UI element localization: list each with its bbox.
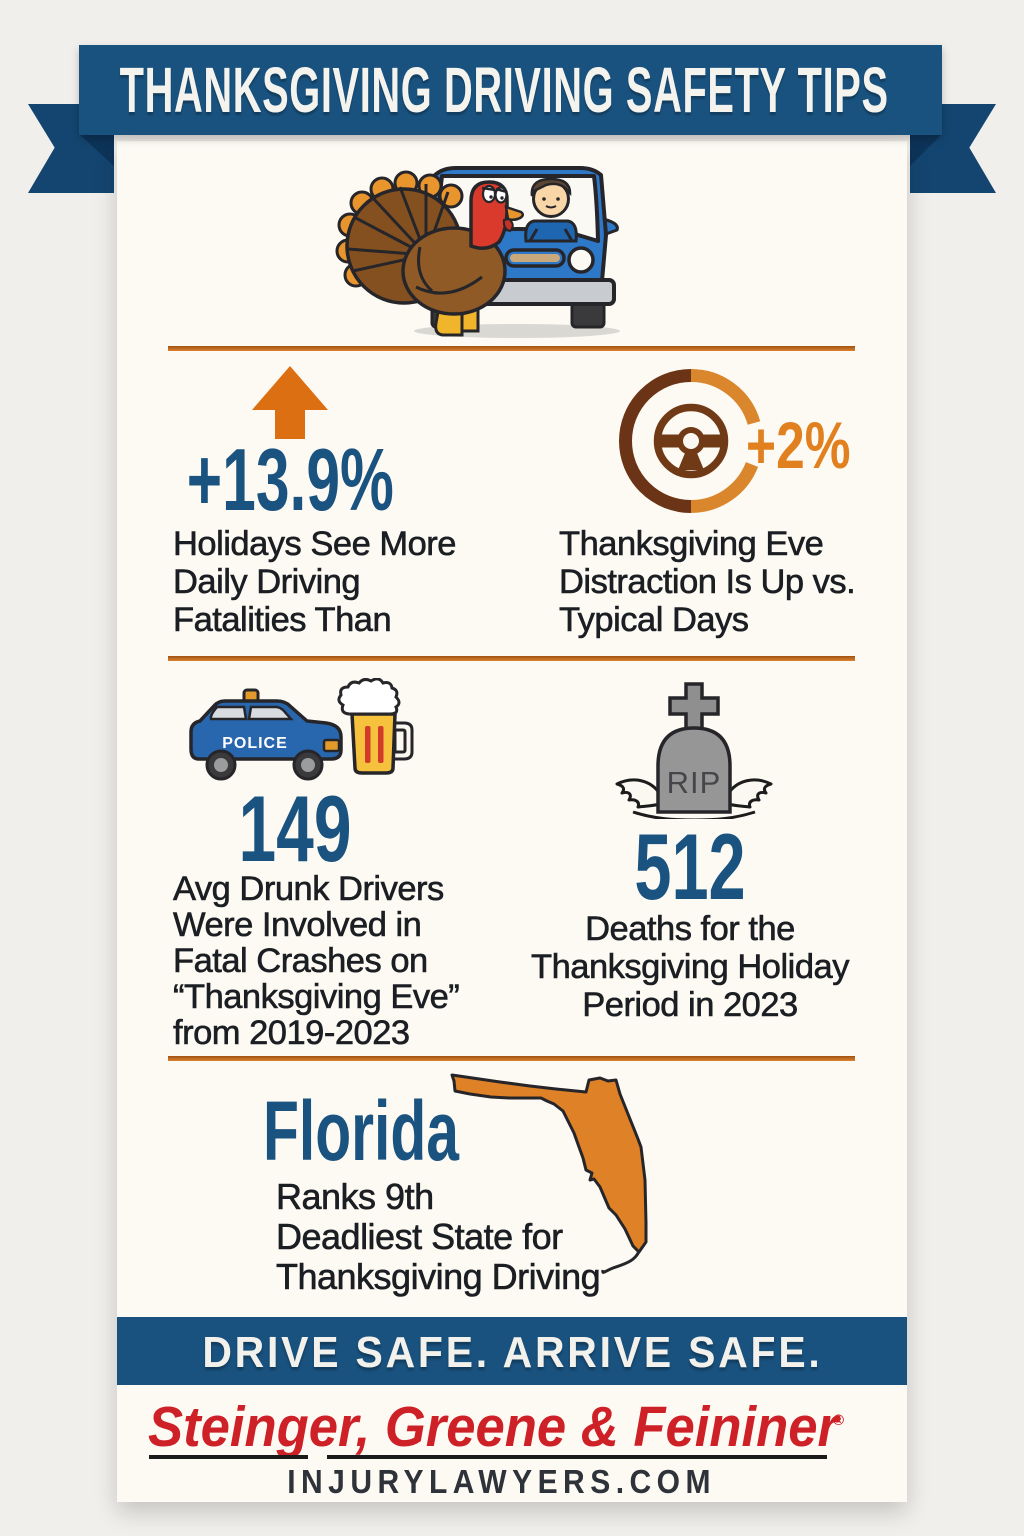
svg-text:RIP: RIP bbox=[667, 765, 722, 800]
svg-text:POLICE: POLICE bbox=[222, 735, 288, 752]
